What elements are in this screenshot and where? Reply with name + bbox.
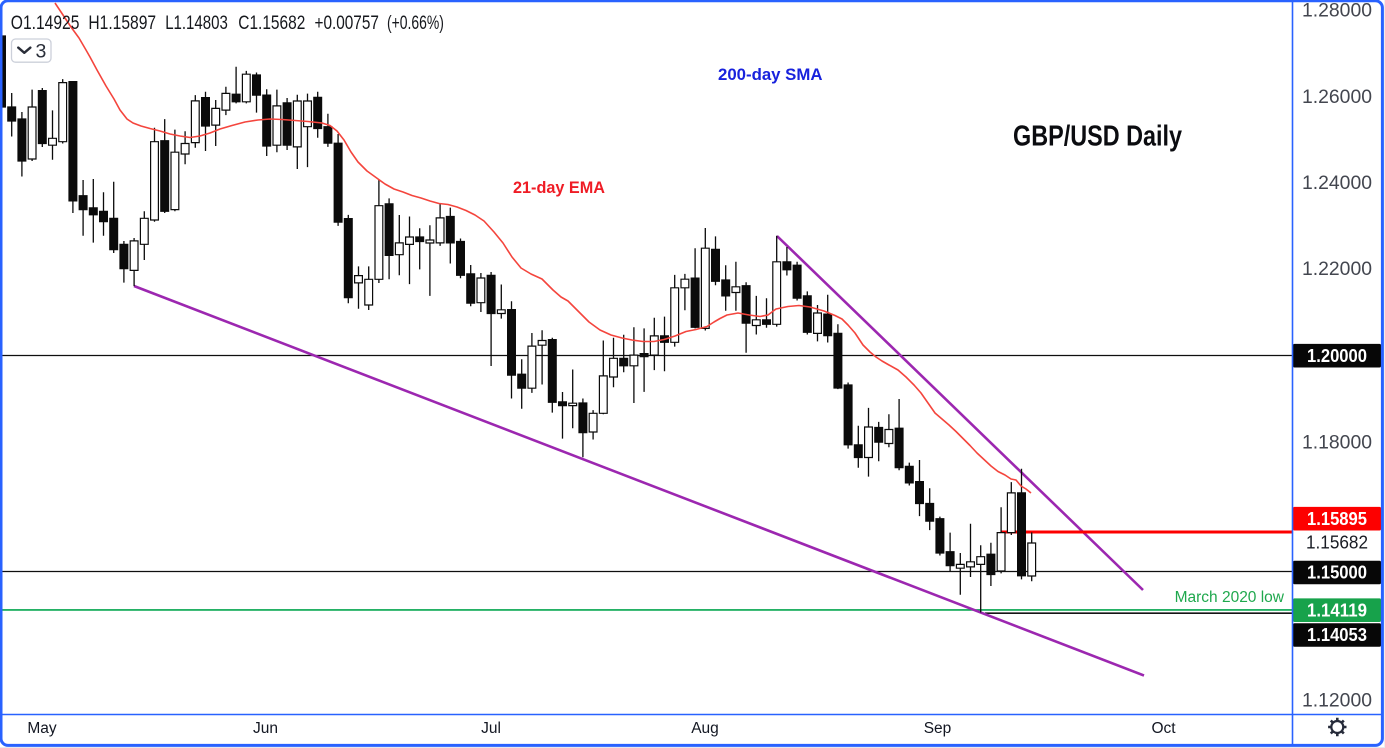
svg-text:1.20000: 1.20000 <box>1307 346 1367 366</box>
svg-text:1.15000: 1.15000 <box>1307 563 1367 583</box>
svg-text:1.28000: 1.28000 <box>1302 1 1372 22</box>
svg-text:1.15895: 1.15895 <box>1307 509 1367 529</box>
svg-text:C1.15682: C1.15682 <box>238 13 305 34</box>
svg-text:1.14119: 1.14119 <box>1307 600 1367 620</box>
svg-text:1.14053: 1.14053 <box>1307 625 1367 645</box>
svg-text:3: 3 <box>36 41 47 63</box>
svg-text:1.26000: 1.26000 <box>1302 87 1372 108</box>
svg-text:200-day SMA: 200-day SMA <box>718 66 823 84</box>
svg-text:H1.15897: H1.15897 <box>88 13 156 34</box>
svg-text:May: May <box>27 720 57 737</box>
svg-text:21-day EMA: 21-day EMA <box>513 178 605 197</box>
svg-text:Aug: Aug <box>691 720 719 737</box>
svg-text:1.24000: 1.24000 <box>1302 173 1372 194</box>
svg-text:Jun: Jun <box>253 720 278 737</box>
svg-text:March 2020 low: March 2020 low <box>1175 589 1285 606</box>
svg-text:1.12000: 1.12000 <box>1302 691 1372 712</box>
svg-text:1.18000: 1.18000 <box>1302 433 1372 454</box>
svg-text:Sep: Sep <box>924 720 952 737</box>
svg-text:(+0.66%): (+0.66%) <box>387 13 444 34</box>
svg-text:O1.14925: O1.14925 <box>11 13 80 34</box>
svg-text:Oct: Oct <box>1151 720 1176 737</box>
svg-text:1.15682: 1.15682 <box>1306 533 1368 553</box>
svg-text:+0.00757: +0.00757 <box>315 13 379 34</box>
svg-text:1.22000: 1.22000 <box>1302 259 1372 280</box>
svg-text:Jul: Jul <box>481 720 501 737</box>
svg-text:L1.14803: L1.14803 <box>165 13 228 34</box>
svg-text:GBP/USD Daily: GBP/USD Daily <box>1013 121 1182 153</box>
